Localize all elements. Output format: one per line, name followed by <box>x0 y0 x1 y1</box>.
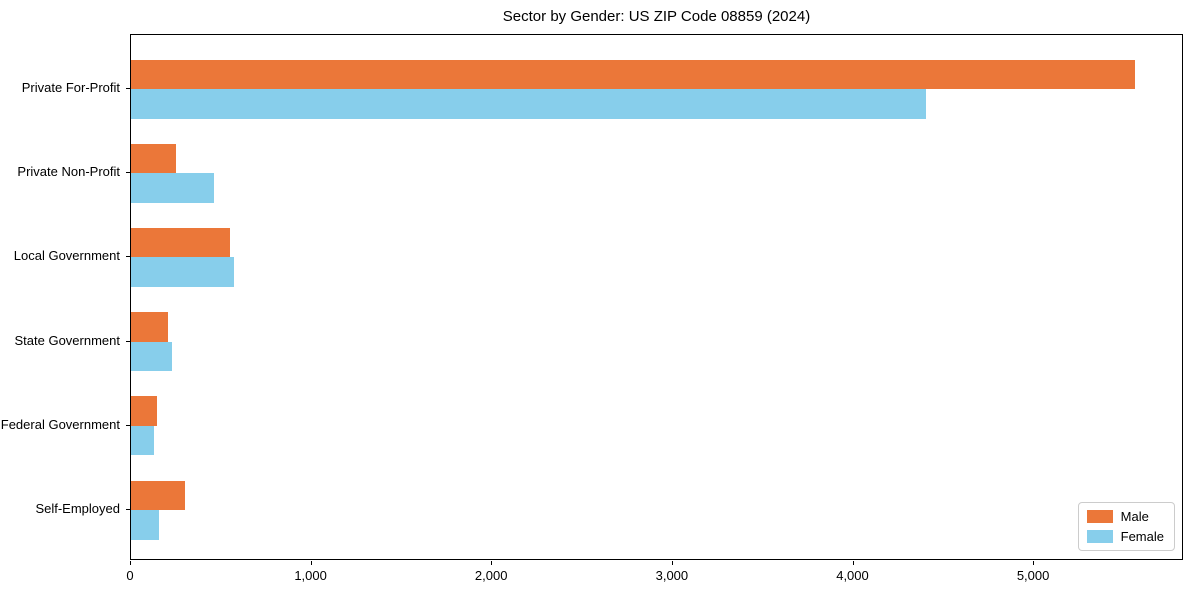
y-tick-mark <box>126 509 130 510</box>
bar-female-federal-government <box>131 425 154 456</box>
bar-male-private-non-profit <box>131 143 177 174</box>
female-legend-label: Female <box>1120 529 1164 544</box>
male-legend-label: Male <box>1120 509 1149 524</box>
y-tick-mark <box>126 256 130 258</box>
y-tick-label-private-for-profit: Private For-Profit <box>21 80 120 95</box>
bar-male-self-employed <box>131 480 186 510</box>
female-legend-swatch <box>1086 530 1113 543</box>
x-tick-label-0: 0 <box>126 568 134 583</box>
legend-item-female: Female <box>1086 529 1164 544</box>
x-tick-mark <box>130 561 131 565</box>
bar-male-local-government <box>131 227 231 258</box>
y-tick-mark <box>126 424 130 426</box>
legend-item-male: Male <box>1086 509 1164 524</box>
plot-area: Male Female <box>130 34 1183 560</box>
y-tick-label-state-government: State Government <box>14 332 121 348</box>
y-tick-mark <box>126 340 130 342</box>
y-tick-label-local-government: Local Government <box>13 248 120 264</box>
chart-title: Sector by Gender: US ZIP Code 08859 (202… <box>502 8 811 25</box>
x-tick-mark <box>491 561 493 565</box>
x-tick-mark <box>852 561 854 565</box>
legend: Male Female <box>1077 502 1175 551</box>
x-tick-label-2000: 2,000 <box>474 568 508 583</box>
bar-female-local-government <box>131 257 234 287</box>
bar-male-state-government <box>131 312 168 342</box>
x-tick-label-1000: 1,000 <box>294 568 327 583</box>
x-tick-label-4000: 4,000 <box>836 568 869 583</box>
bar-female-private-non-profit <box>131 173 215 203</box>
y-tick-mark <box>126 172 130 174</box>
x-tick-label-3000: 3,000 <box>655 568 689 583</box>
y-tick-label-self-employed: Self-Employed <box>35 501 120 516</box>
x-tick-mark <box>1033 561 1035 565</box>
x-tick-mark <box>671 561 673 565</box>
bar-male-federal-government <box>131 396 158 426</box>
y-tick-label-private-non-profit: Private Non-Profit <box>17 164 120 180</box>
x-tick-mark <box>310 561 312 565</box>
y-tick-label-federal-government: Federal Government <box>0 416 120 432</box>
bar-female-private-for-profit <box>131 89 926 119</box>
male-legend-swatch <box>1086 510 1113 523</box>
bar-female-self-employed <box>131 510 159 540</box>
bar-male-private-for-profit <box>131 59 1136 89</box>
x-tick-label-5000: 5,000 <box>1016 568 1050 583</box>
y-tick-mark <box>126 88 130 89</box>
bar-female-state-government <box>131 341 172 372</box>
